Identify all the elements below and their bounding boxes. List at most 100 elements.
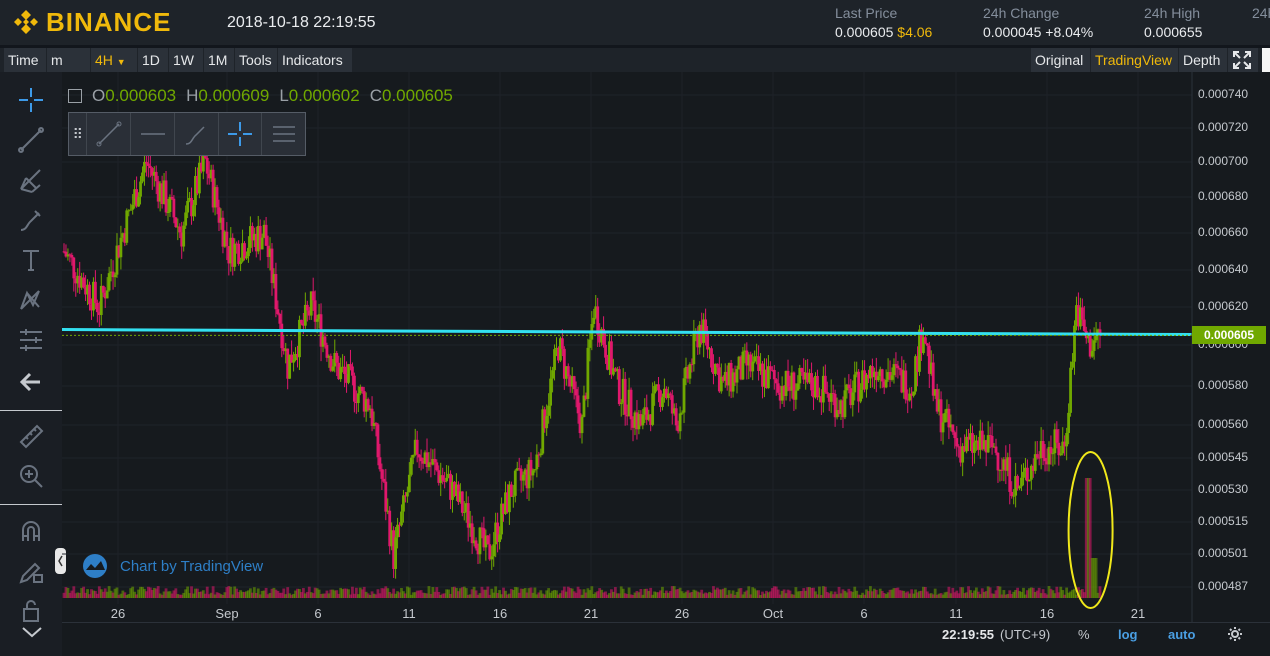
volume-bar (1092, 558, 1096, 598)
volume-bar (584, 592, 588, 598)
candle (160, 175, 164, 209)
lock-tool[interactable] (17, 596, 45, 624)
candle (1012, 489, 1016, 505)
candle (882, 378, 886, 395)
expand-legend-icon[interactable] (68, 89, 82, 103)
candle (827, 393, 831, 412)
candle (508, 481, 511, 525)
candle (566, 363, 570, 387)
fullscreen-button[interactable] (1228, 48, 1258, 72)
volume-bar (368, 594, 372, 598)
horizontal-line-drawing[interactable] (62, 328, 1193, 337)
candle (794, 383, 798, 410)
lock-drawing-tool[interactable] (17, 558, 45, 586)
brush-icon (20, 210, 41, 231)
pencil-lock-icon (19, 562, 43, 584)
crosshair-button[interactable] (219, 113, 263, 155)
volume-bar (192, 593, 195, 598)
measure-levels-tool[interactable] (17, 326, 45, 354)
timezone-label[interactable]: (UTC+9) (1000, 627, 1051, 642)
candle (517, 457, 521, 471)
volume-annotation-ellipse[interactable] (1067, 451, 1114, 609)
interval-1w-button[interactable]: 1W (169, 48, 203, 72)
percent-scale-toggle[interactable]: % (1078, 627, 1090, 642)
volume-bar (421, 592, 425, 598)
interval-1m-button[interactable]: 1M (204, 48, 234, 72)
log-scale-toggle[interactable]: log (1118, 627, 1138, 642)
candle (458, 483, 462, 504)
horizontal-line-button[interactable] (131, 113, 175, 155)
tools-button[interactable]: Tools (235, 48, 277, 72)
toolbar-collapse-handle[interactable] (55, 548, 66, 574)
minutes-dropdown[interactable]: m ▼ (47, 48, 90, 91)
volume-bar (829, 591, 833, 598)
volume-bar (690, 592, 694, 598)
ruler-tool[interactable] (17, 422, 45, 450)
volume-bar (186, 586, 190, 598)
candle (751, 353, 755, 381)
indicators-button[interactable]: Indicators (278, 48, 352, 72)
candle (93, 270, 97, 310)
volume-bar (1031, 587, 1035, 598)
chart-area[interactable] (0, 72, 1270, 656)
pitchfork-tool[interactable] (17, 166, 45, 194)
depth-view-button[interactable]: Depth (1179, 48, 1227, 72)
interval-4h-dropdown[interactable]: 4H ▼ (91, 48, 137, 72)
candle (600, 327, 604, 347)
candlestick-chart[interactable] (62, 72, 1270, 622)
volume-bar (172, 590, 176, 598)
auto-scale-toggle[interactable]: auto (1168, 627, 1196, 642)
drag-handle-icon[interactable]: ⠿ (69, 113, 88, 155)
tradingview-view-button[interactable]: TradingView (1091, 48, 1178, 72)
candle (111, 260, 115, 290)
candle (741, 346, 745, 381)
back-tool[interactable] (17, 368, 45, 396)
volume-bar (984, 591, 988, 598)
volume-bar (835, 594, 839, 598)
candle (653, 381, 656, 406)
settings-lines-button[interactable] (262, 113, 305, 155)
expand-toolbar-button[interactable] (20, 624, 44, 645)
candle (1033, 441, 1037, 474)
candle (562, 346, 566, 390)
open-value: 0.000603 (105, 86, 177, 105)
pitchfork-icon (20, 169, 41, 193)
volume-bar (945, 591, 949, 598)
tradingview-watermark[interactable]: Chart by TradingView (80, 554, 263, 578)
candle (974, 435, 978, 451)
brush-tool[interactable] (17, 206, 45, 234)
chart-settings-button[interactable] (1227, 626, 1243, 647)
pattern-tool[interactable] (17, 286, 45, 314)
candle (427, 452, 431, 471)
time-tick-label: 6 (314, 606, 322, 621)
line-style-button[interactable] (87, 113, 132, 155)
interval-1d-button[interactable]: 1D (138, 48, 168, 72)
magnet-tool[interactable] (17, 518, 45, 546)
volume-bar (343, 588, 346, 598)
volume-bar (702, 593, 706, 598)
text-tool[interactable] (17, 246, 45, 274)
volume-bar (549, 592, 553, 598)
candle (472, 527, 476, 547)
volume-bar (933, 588, 937, 598)
open-label: O (92, 86, 106, 105)
volume-bar (1080, 588, 1084, 598)
crosshair-tool[interactable] (17, 86, 45, 114)
volume-bar (941, 594, 945, 598)
volume-bar (939, 593, 943, 598)
candle (1082, 306, 1086, 332)
candle (1080, 298, 1084, 326)
volume-bar (1063, 594, 1067, 598)
candle (237, 240, 241, 266)
candle (492, 532, 496, 567)
volume-bar (712, 586, 715, 598)
trendline-tool[interactable] (17, 126, 45, 154)
candle (798, 364, 802, 390)
volume-bar (700, 589, 704, 598)
time-button[interactable]: Time (4, 48, 46, 72)
zoom-tool[interactable] (17, 462, 45, 490)
original-view-button[interactable]: Original (1031, 48, 1090, 72)
brush-button[interactable] (175, 113, 219, 155)
candle (776, 371, 780, 395)
binance-logo[interactable]: BINANCE (12, 6, 171, 38)
